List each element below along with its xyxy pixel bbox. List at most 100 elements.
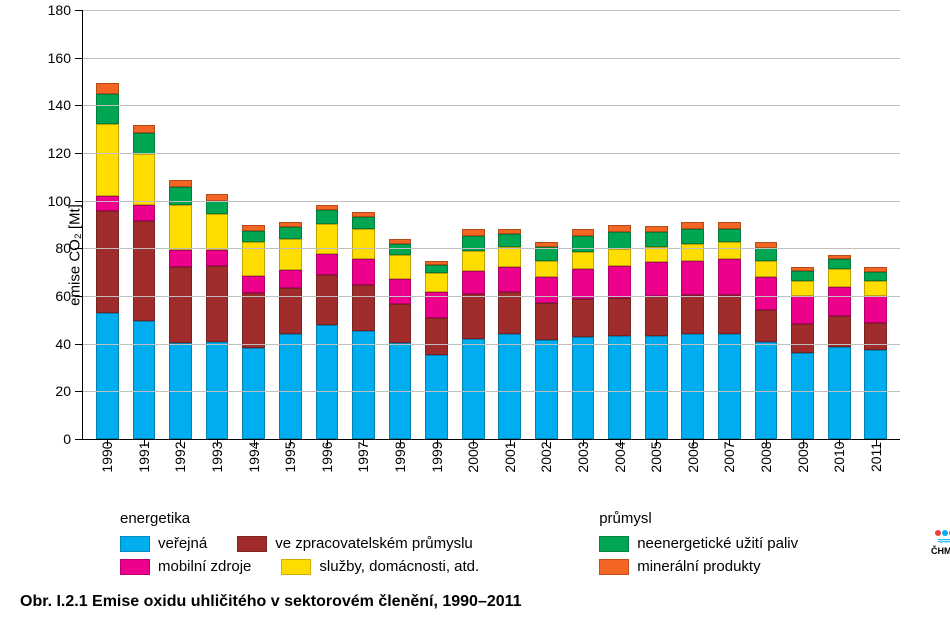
x-tick-label: 1994 <box>246 441 262 472</box>
legend-group-energetika: energetika veřejnáve zpracovatelském prů… <box>120 510 479 575</box>
bar-slot: 2011 <box>857 10 894 439</box>
bar-slot: 2000 <box>455 10 492 439</box>
segment-neenerg <box>681 229 704 244</box>
segment-neenerg <box>791 271 814 280</box>
segment-neenerg <box>608 232 631 249</box>
segment-verejna <box>791 353 814 439</box>
segment-neenerg <box>755 248 778 261</box>
legend-swatch <box>281 559 311 575</box>
x-tick-label: 1997 <box>355 441 371 472</box>
segment-zprac <box>645 296 668 336</box>
y-tick <box>75 391 83 392</box>
bar-slot: 2004 <box>601 10 638 439</box>
segment-verejna <box>425 355 448 439</box>
segment-zprac <box>242 293 265 348</box>
grid-line <box>83 344 900 345</box>
bar-2005 <box>645 136 668 439</box>
x-tick-label: 1991 <box>136 441 152 472</box>
bar-slot: 2002 <box>528 10 565 439</box>
segment-sluzby <box>279 239 302 270</box>
legend-title-energetika: energetika <box>120 510 479 527</box>
grid-line <box>83 10 900 11</box>
legend-row: neenergetické užití paliv <box>599 535 798 552</box>
y-tick <box>75 344 83 345</box>
segment-verejna <box>133 321 156 439</box>
legend-swatch <box>599 536 629 552</box>
segment-zprac <box>681 295 704 334</box>
x-tick-label: 1999 <box>429 441 445 472</box>
legend-row: veřejnáve zpracovatelském průmyslu <box>120 535 479 552</box>
segment-neenerg <box>242 231 265 243</box>
segment-mobilni <box>791 296 814 325</box>
y-tick-label: 0 <box>63 431 71 447</box>
segment-sluzby <box>316 224 339 254</box>
segment-neenerg <box>352 217 375 229</box>
segment-verejna <box>535 340 558 439</box>
x-tick-label: 2001 <box>502 441 518 472</box>
segment-sluzby <box>791 281 814 296</box>
grid-line <box>83 391 900 392</box>
bar-slot: 1992 <box>162 10 199 439</box>
segment-mobilni <box>279 270 302 289</box>
segment-verejna <box>96 313 119 439</box>
segment-sluzby <box>389 255 412 279</box>
segment-mobilni <box>206 250 229 266</box>
segment-mobilni <box>169 250 192 267</box>
segment-zprac <box>535 303 558 340</box>
segment-verejna <box>572 337 595 439</box>
grid-line <box>83 201 900 202</box>
x-tick-label: 2000 <box>465 441 481 472</box>
segment-verejna <box>718 334 741 439</box>
bar-slot: 1991 <box>126 10 163 439</box>
grid-line <box>83 296 900 297</box>
segment-sluzby <box>755 261 778 277</box>
segment-neenerg <box>718 229 741 243</box>
bar-slot: 2009 <box>784 10 821 439</box>
legend: energetika veřejnáve zpracovatelském prů… <box>120 510 930 575</box>
bar-2008 <box>755 148 778 439</box>
legend-swatch <box>120 559 150 575</box>
bar-slot: 2005 <box>638 10 675 439</box>
segment-sluzby <box>425 273 448 291</box>
segment-neenerg <box>425 265 448 273</box>
segment-zprac <box>791 324 814 353</box>
segment-neenerg <box>206 201 229 214</box>
legend-item-sluzby: služby, domácnosti, atd. <box>281 558 479 575</box>
segment-sluzby <box>718 242 741 259</box>
bar-1999 <box>425 163 448 439</box>
bars-row: 1990199119921993199419951996199719981999… <box>83 10 900 439</box>
segment-zprac <box>462 294 485 339</box>
chart-container: emise CO₂ [Mt] 1990199119921993199419951… <box>70 10 930 500</box>
legend-item-mobilni: mobilní zdroje <box>120 558 251 575</box>
segment-sluzby <box>498 247 521 267</box>
segment-zprac <box>133 221 156 321</box>
segment-sluzby <box>462 251 485 271</box>
grid-line <box>83 58 900 59</box>
segment-mobilni <box>828 287 851 315</box>
segment-verejna <box>498 334 521 439</box>
x-tick-label: 1992 <box>172 441 188 472</box>
segment-verejna <box>828 347 851 439</box>
y-tick <box>75 105 83 106</box>
segment-neenerg <box>279 227 302 239</box>
bar-2000 <box>462 139 485 439</box>
bar-slot: 1993 <box>199 10 236 439</box>
bar-slot: 2010 <box>821 10 858 439</box>
figure-caption: Obr. I.2.1 Emise oxidu uhličitého v sekt… <box>20 593 930 611</box>
y-tick-label: 60 <box>55 288 71 304</box>
segment-zprac <box>96 211 119 313</box>
bar-slot: 1994 <box>235 10 272 439</box>
grid-line <box>83 248 900 249</box>
segment-mobilni <box>572 269 595 299</box>
bar-1994 <box>242 136 265 439</box>
legend-label: veřejná <box>158 535 207 552</box>
bar-slot: 2006 <box>675 10 712 439</box>
bar-slot: 1997 <box>345 10 382 439</box>
legend-item-neenerg: neenergetické užití paliv <box>599 535 798 552</box>
segment-verejna <box>279 334 302 439</box>
bar-slot: 1995 <box>272 10 309 439</box>
x-tick-label: 2005 <box>648 441 664 472</box>
segment-sluzby <box>681 244 704 261</box>
legend-label: mobilní zdroje <box>158 558 251 575</box>
segment-mineral <box>608 225 631 232</box>
